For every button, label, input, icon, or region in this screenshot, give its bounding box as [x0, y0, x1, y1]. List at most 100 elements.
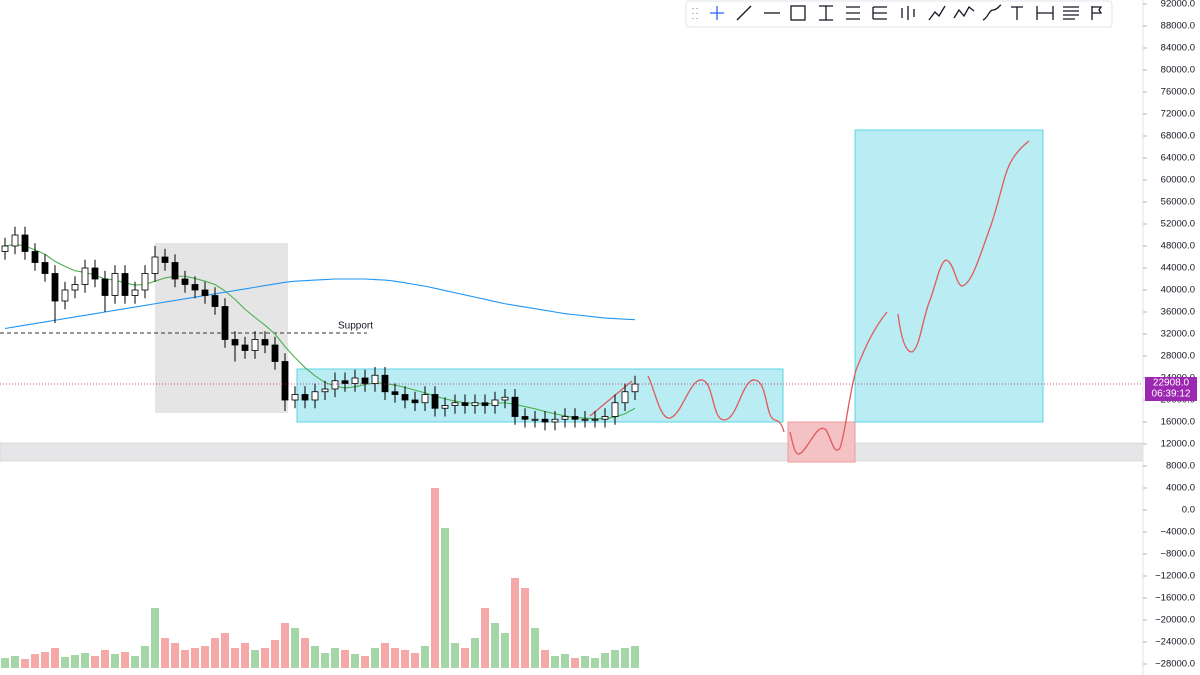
y-tick-label: 28000.0 — [1161, 351, 1195, 362]
y-tick-label: −12000.0 — [1155, 571, 1195, 582]
candle-body — [501, 396, 509, 401]
candle-body — [321, 388, 329, 393]
candle-body — [571, 416, 579, 420]
volume-bar — [501, 633, 509, 668]
volume-bar — [391, 648, 399, 668]
trendline-tool[interactable] — [736, 5, 752, 21]
range-box — [296, 368, 784, 423]
bars-tool[interactable] — [901, 6, 915, 20]
y-tick-label: −4000.0 — [1160, 527, 1195, 538]
drag-handle[interactable] — [692, 8, 698, 19]
candle-body — [451, 402, 459, 406]
text-tool[interactable] — [1011, 6, 1023, 20]
candle-body — [381, 374, 389, 393]
volume-bar — [171, 643, 179, 668]
volume-bar — [341, 650, 349, 668]
y-tick-label: −20000.0 — [1155, 615, 1195, 626]
volume-bar — [231, 648, 239, 668]
volume-bar — [151, 608, 159, 668]
y-tick-label: 64000.0 — [1161, 153, 1195, 164]
measure-tool[interactable] — [1036, 6, 1054, 20]
candle-body — [261, 339, 269, 346]
candle-body — [531, 418, 539, 421]
brush-tool[interactable] — [982, 4, 1002, 21]
drawing-toolbar — [685, 0, 1113, 28]
volume-bar — [511, 578, 519, 668]
y-tick-label: 4000.0 — [1166, 483, 1195, 494]
volume-bar — [361, 656, 369, 668]
candle-body — [1, 245, 9, 252]
volume-bar — [411, 653, 419, 668]
volume-bar — [91, 656, 99, 668]
candle-body — [371, 374, 379, 384]
range-tool[interactable] — [819, 5, 833, 21]
volume-bar — [561, 654, 569, 668]
fib2-tool[interactable] — [872, 6, 887, 20]
candle-body — [391, 391, 399, 395]
candle-body — [141, 273, 149, 291]
rally-drawing — [897, 140, 1030, 353]
y-tick-label: 52000.0 — [1161, 219, 1195, 230]
y-tick-label: 48000.0 — [1161, 241, 1195, 252]
y-tick-label: 16000.0 — [1161, 417, 1195, 428]
candle-body — [461, 402, 469, 406]
candle-body — [211, 295, 219, 307]
y-tick-label: −28000.0 — [1155, 659, 1195, 670]
rect-tool[interactable] — [790, 5, 806, 21]
volume-bar — [251, 650, 259, 668]
volume-bar — [311, 646, 319, 668]
volume-bar — [551, 656, 559, 668]
wave-drawing — [647, 375, 785, 433]
y-tick-label: 40000.0 — [1161, 285, 1195, 296]
candle-body — [161, 256, 169, 263]
volume-bar — [471, 638, 479, 668]
candle-body — [401, 394, 409, 401]
candle-body — [171, 262, 179, 280]
candle-body — [151, 256, 159, 274]
volume-bar — [211, 638, 219, 668]
volume-bar — [371, 648, 379, 668]
volume-bar — [21, 659, 29, 668]
y-tick-label: −8000.0 — [1160, 549, 1195, 560]
volume-bar — [461, 648, 469, 668]
volume-bar — [221, 633, 229, 668]
candle-body — [491, 399, 499, 406]
volume-bar — [241, 643, 249, 668]
y-tick-label: 12000.0 — [1161, 439, 1195, 450]
volume-bar — [31, 654, 39, 668]
candle-body — [221, 306, 229, 340]
candle-body — [251, 339, 259, 351]
candle-body — [601, 416, 609, 420]
volume-bar — [491, 623, 499, 668]
candle-body — [551, 418, 559, 423]
volume-bar — [121, 652, 129, 668]
volume-bar — [441, 528, 449, 668]
candle-body — [181, 278, 189, 285]
candle-body — [341, 380, 349, 384]
y-tick-label: −16000.0 — [1155, 593, 1195, 604]
candle-body — [471, 402, 479, 406]
candle-body — [561, 416, 569, 420]
toolbar-bg — [685, 0, 1113, 28]
zigzag-tool[interactable] — [953, 6, 975, 19]
candle-body — [631, 383, 639, 393]
candle-body — [31, 251, 39, 263]
crosshair-tool[interactable] — [710, 6, 724, 20]
range-band — [0, 442, 1144, 462]
candle-body — [581, 418, 589, 421]
flag-tool[interactable] — [1091, 6, 1103, 20]
candle-body — [51, 273, 59, 302]
volume-bar — [421, 646, 429, 668]
candle-body — [71, 284, 79, 291]
fib-tool[interactable] — [846, 6, 860, 20]
pattern-tool[interactable] — [928, 5, 946, 21]
y-tick-label: 72000.0 — [1161, 109, 1195, 120]
last-price-tag: 22908.0 06:39:12 — [1145, 377, 1197, 402]
volume-bar — [381, 643, 389, 668]
volume-bar — [191, 648, 199, 668]
long-tool[interactable] — [1063, 6, 1079, 20]
candle-body — [131, 289, 139, 296]
candle-body — [21, 234, 29, 252]
y-tick-label: 68000.0 — [1161, 131, 1195, 142]
